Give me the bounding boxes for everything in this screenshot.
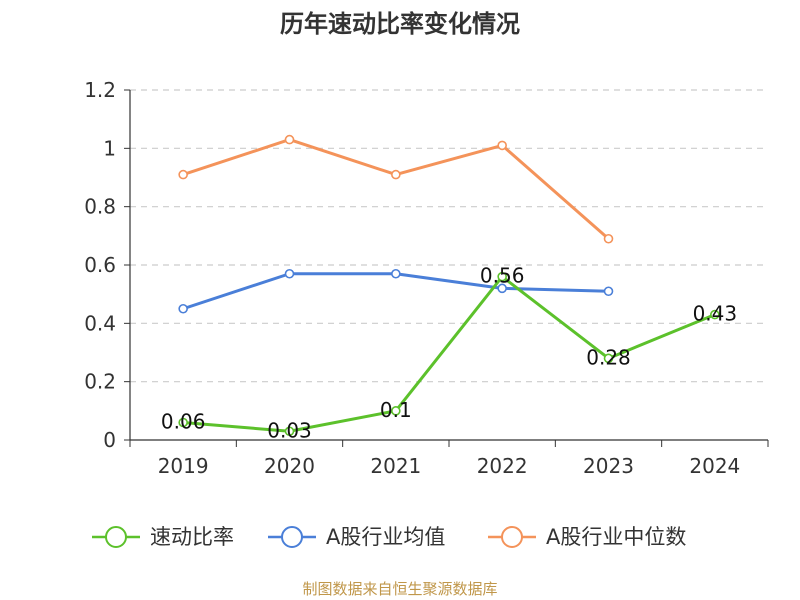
data-label: 0.28 [586,345,631,369]
series-1 [178,268,614,314]
legend-label: A股行业中位数 [546,525,686,549]
legend-label: A股行业均值 [326,525,445,549]
data-label: 0.1 [380,398,412,422]
y-tick-label: 0.4 [84,311,116,335]
data-label: 0.03 [267,418,312,442]
data-point[interactable] [391,268,401,279]
series-0 [178,271,720,437]
axes [124,89,769,447]
x-axis-ticks: 2019 2020 2021 2022 2023 2024 [158,454,741,478]
legend-item-2[interactable]: A股行业中位数 [488,525,686,549]
x-tick-label: 2024 [689,454,740,478]
data-point[interactable] [284,134,295,145]
series-line [182,272,609,311]
data-point[interactable] [603,353,614,364]
x-tick-label: 2019 [158,454,209,478]
y-tick-label: 0 [103,428,116,452]
data-label: 0.56 [480,264,525,288]
data-point[interactable] [497,283,507,294]
series-line [183,275,716,433]
x-tick-label: 2021 [370,454,421,478]
data-point[interactable] [391,406,401,416]
legend[interactable]: 速动比率 A股行业均值 A股行业中位数 [92,525,686,549]
legend-marker [281,526,303,548]
grid-lines [130,89,768,383]
legend-label: 速动比率 [150,525,234,549]
legend-marker [501,526,523,548]
data-point[interactable] [178,169,188,180]
source-note: 制图数据来自恒生聚源数据库 [302,580,497,598]
y-tick-label: 0.2 [84,370,116,394]
legend-item-1[interactable]: A股行业均值 [268,525,445,549]
y-tick-label: 0.8 [84,195,116,219]
data-point[interactable] [391,169,401,180]
y-tick-label: 0.6 [84,253,116,277]
y-axis-ticks: 0 0.2 0.4 0.6 0.8 1 1.2 [84,78,116,452]
series-line [182,138,610,240]
data-point[interactable] [497,271,507,282]
data-point[interactable] [603,286,614,297]
data-point[interactable] [603,233,614,244]
legend-item-0[interactable]: 速动比率 [92,525,234,549]
data-point[interactable] [710,309,720,320]
data-point[interactable] [178,303,188,314]
data-point[interactable] [178,417,188,428]
data-label: 0.43 [693,302,738,326]
data-point[interactable] [284,426,295,437]
series-2 [178,134,614,244]
legend-marker [105,526,127,548]
chart-title: 历年速动比率变化情况 [280,10,520,38]
x-tick-label: 2022 [477,454,528,478]
data-labels: 0.06 0.03 0.1 0.56 0.28 0.43 [161,264,737,443]
data-point[interactable] [284,268,295,279]
data-point[interactable] [497,140,507,151]
series-group [178,134,720,437]
x-tick-label: 2020 [264,454,315,478]
x-tick-label: 2023 [583,454,634,478]
y-tick-label: 1.2 [84,78,116,102]
data-label: 0.06 [161,410,206,434]
y-tick-label: 1 [103,136,116,160]
